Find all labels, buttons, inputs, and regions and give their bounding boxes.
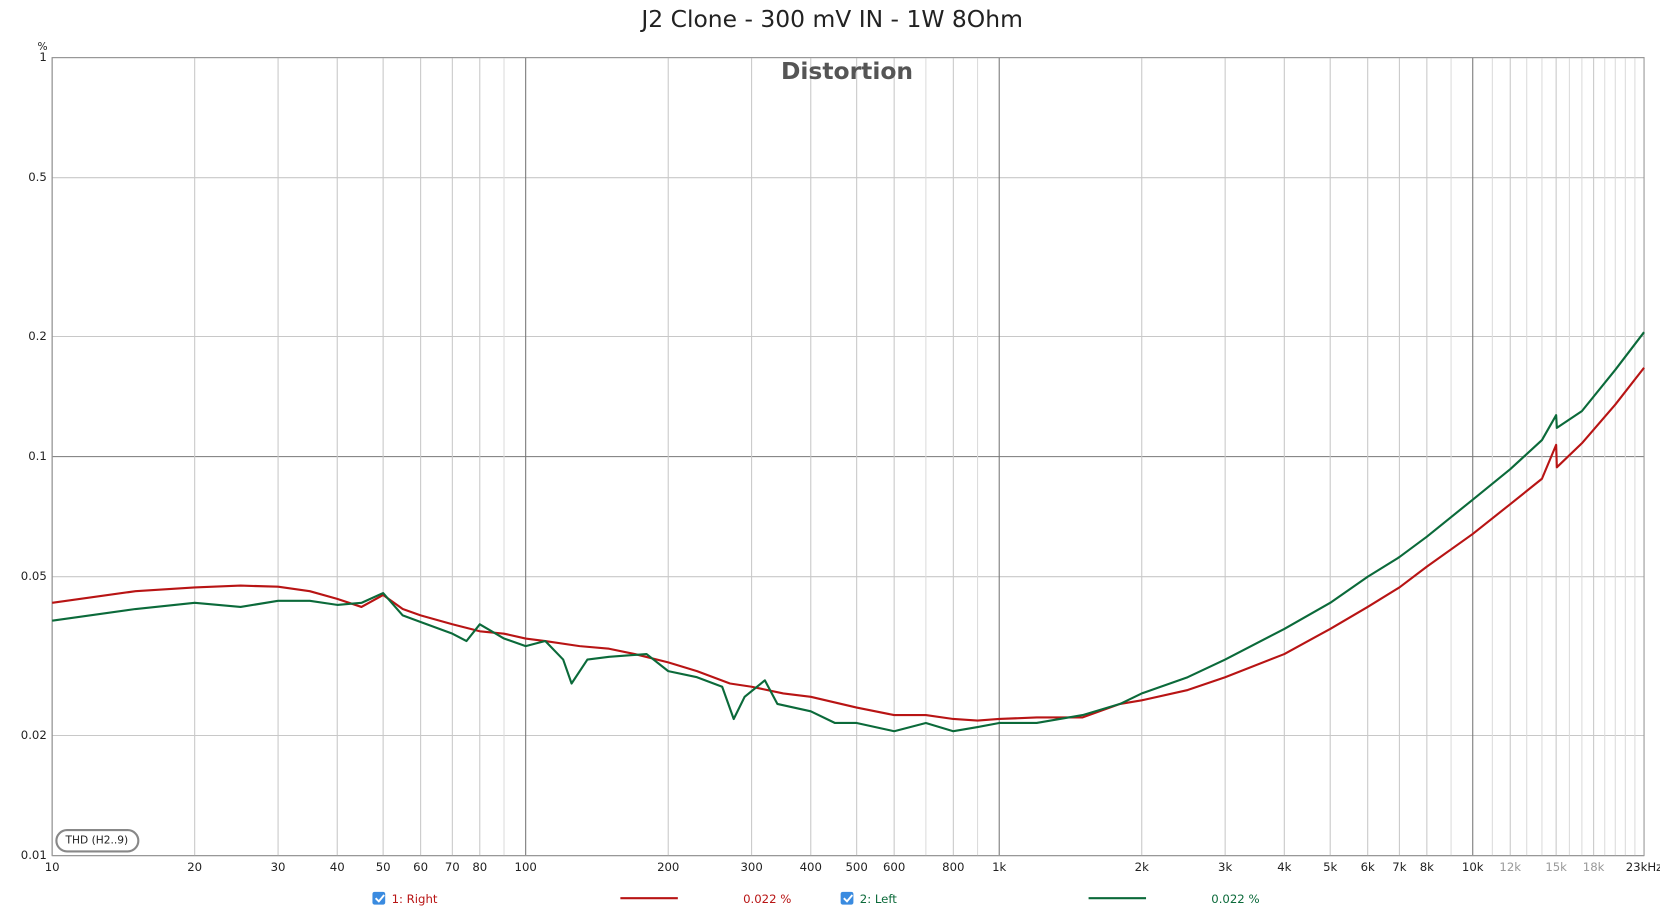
x-tick-label: 40: [330, 860, 345, 874]
x-tick-label: 10: [45, 860, 60, 874]
plot-frame: [51, 57, 1645, 857]
legend: 1: Right 0.022 % 2: Left 0.022 %: [372, 891, 1260, 906]
x-tick-label: 8k: [1420, 860, 1434, 874]
x-tick-label: 23kHz: [1626, 860, 1660, 874]
y-axis-label: %: [38, 40, 48, 53]
x-tick-label: 70: [445, 860, 460, 874]
x-tick-label: 60: [413, 860, 428, 874]
legend-checkbox[interactable]: [840, 891, 854, 905]
x-tick-label: 200: [657, 860, 679, 874]
thd-button[interactable]: [55, 829, 140, 853]
legend-label[interactable]: 1: Right: [392, 892, 438, 906]
x-tick-label: 12k: [1499, 860, 1521, 874]
x-tick-label: 400: [800, 860, 822, 874]
grid: 0.01 0.02 0.05 0.1 0.2 0.5 1 10 20 30 40 50 60 70 80 10…: [21, 50, 1660, 874]
x-tick-label: 20: [187, 860, 202, 874]
x-tick-label: 6k: [1361, 860, 1375, 874]
x-tick-label: 80: [472, 860, 487, 874]
y-tick-label: 1: [39, 50, 46, 64]
legend-readout: 0.022 %: [1211, 892, 1259, 906]
x-tick-label: 100: [515, 860, 537, 874]
chart-subtitle: Distortion: [781, 57, 913, 85]
y-tick-label: 0.2: [28, 329, 47, 343]
x-tick-label: 4k: [1277, 860, 1291, 874]
lines: [51, 331, 1645, 733]
legend-checkbox[interactable]: [372, 891, 386, 905]
series-line: [51, 331, 1645, 733]
x-tick-label: 2k: [1135, 860, 1149, 874]
x-tick-label: 600: [883, 860, 905, 874]
x-tick-label: 3k: [1218, 860, 1232, 874]
y-tick-label: 0.02: [21, 728, 47, 742]
x-tick-label: 1k: [992, 860, 1006, 874]
x-tick-label: 18k: [1583, 860, 1605, 874]
y-tick-label: 0.5: [28, 170, 47, 184]
legend-checkmark[interactable]: [843, 894, 854, 903]
x-tick-label: 5k: [1323, 860, 1337, 874]
legend-checkmark[interactable]: [374, 894, 385, 903]
y-tick-label: 0.05: [21, 569, 47, 583]
x-tick-label: 30: [271, 860, 286, 874]
legend-readout: 0.022 %: [743, 892, 791, 906]
legend-label[interactable]: 2: Left: [860, 892, 897, 906]
x-tick-label: 800: [942, 860, 964, 874]
x-tick-label: 50: [376, 860, 391, 874]
chart-title: J2 Clone - 300 mV IN - 1W 8Ohm: [639, 5, 1022, 33]
x-tick-label: 10k: [1462, 860, 1484, 874]
series-line: [51, 367, 1645, 722]
y-tick-label: 0.1: [28, 449, 47, 463]
thd-button-label[interactable]: THD (H2..9): [65, 834, 129, 847]
x-tick-label: 500: [846, 860, 868, 874]
x-tick-label: 300: [740, 860, 762, 874]
y-tick-label: 0.01: [21, 848, 47, 862]
x-tick-label: 15k: [1545, 860, 1567, 874]
x-tick-label: 7k: [1392, 860, 1406, 874]
